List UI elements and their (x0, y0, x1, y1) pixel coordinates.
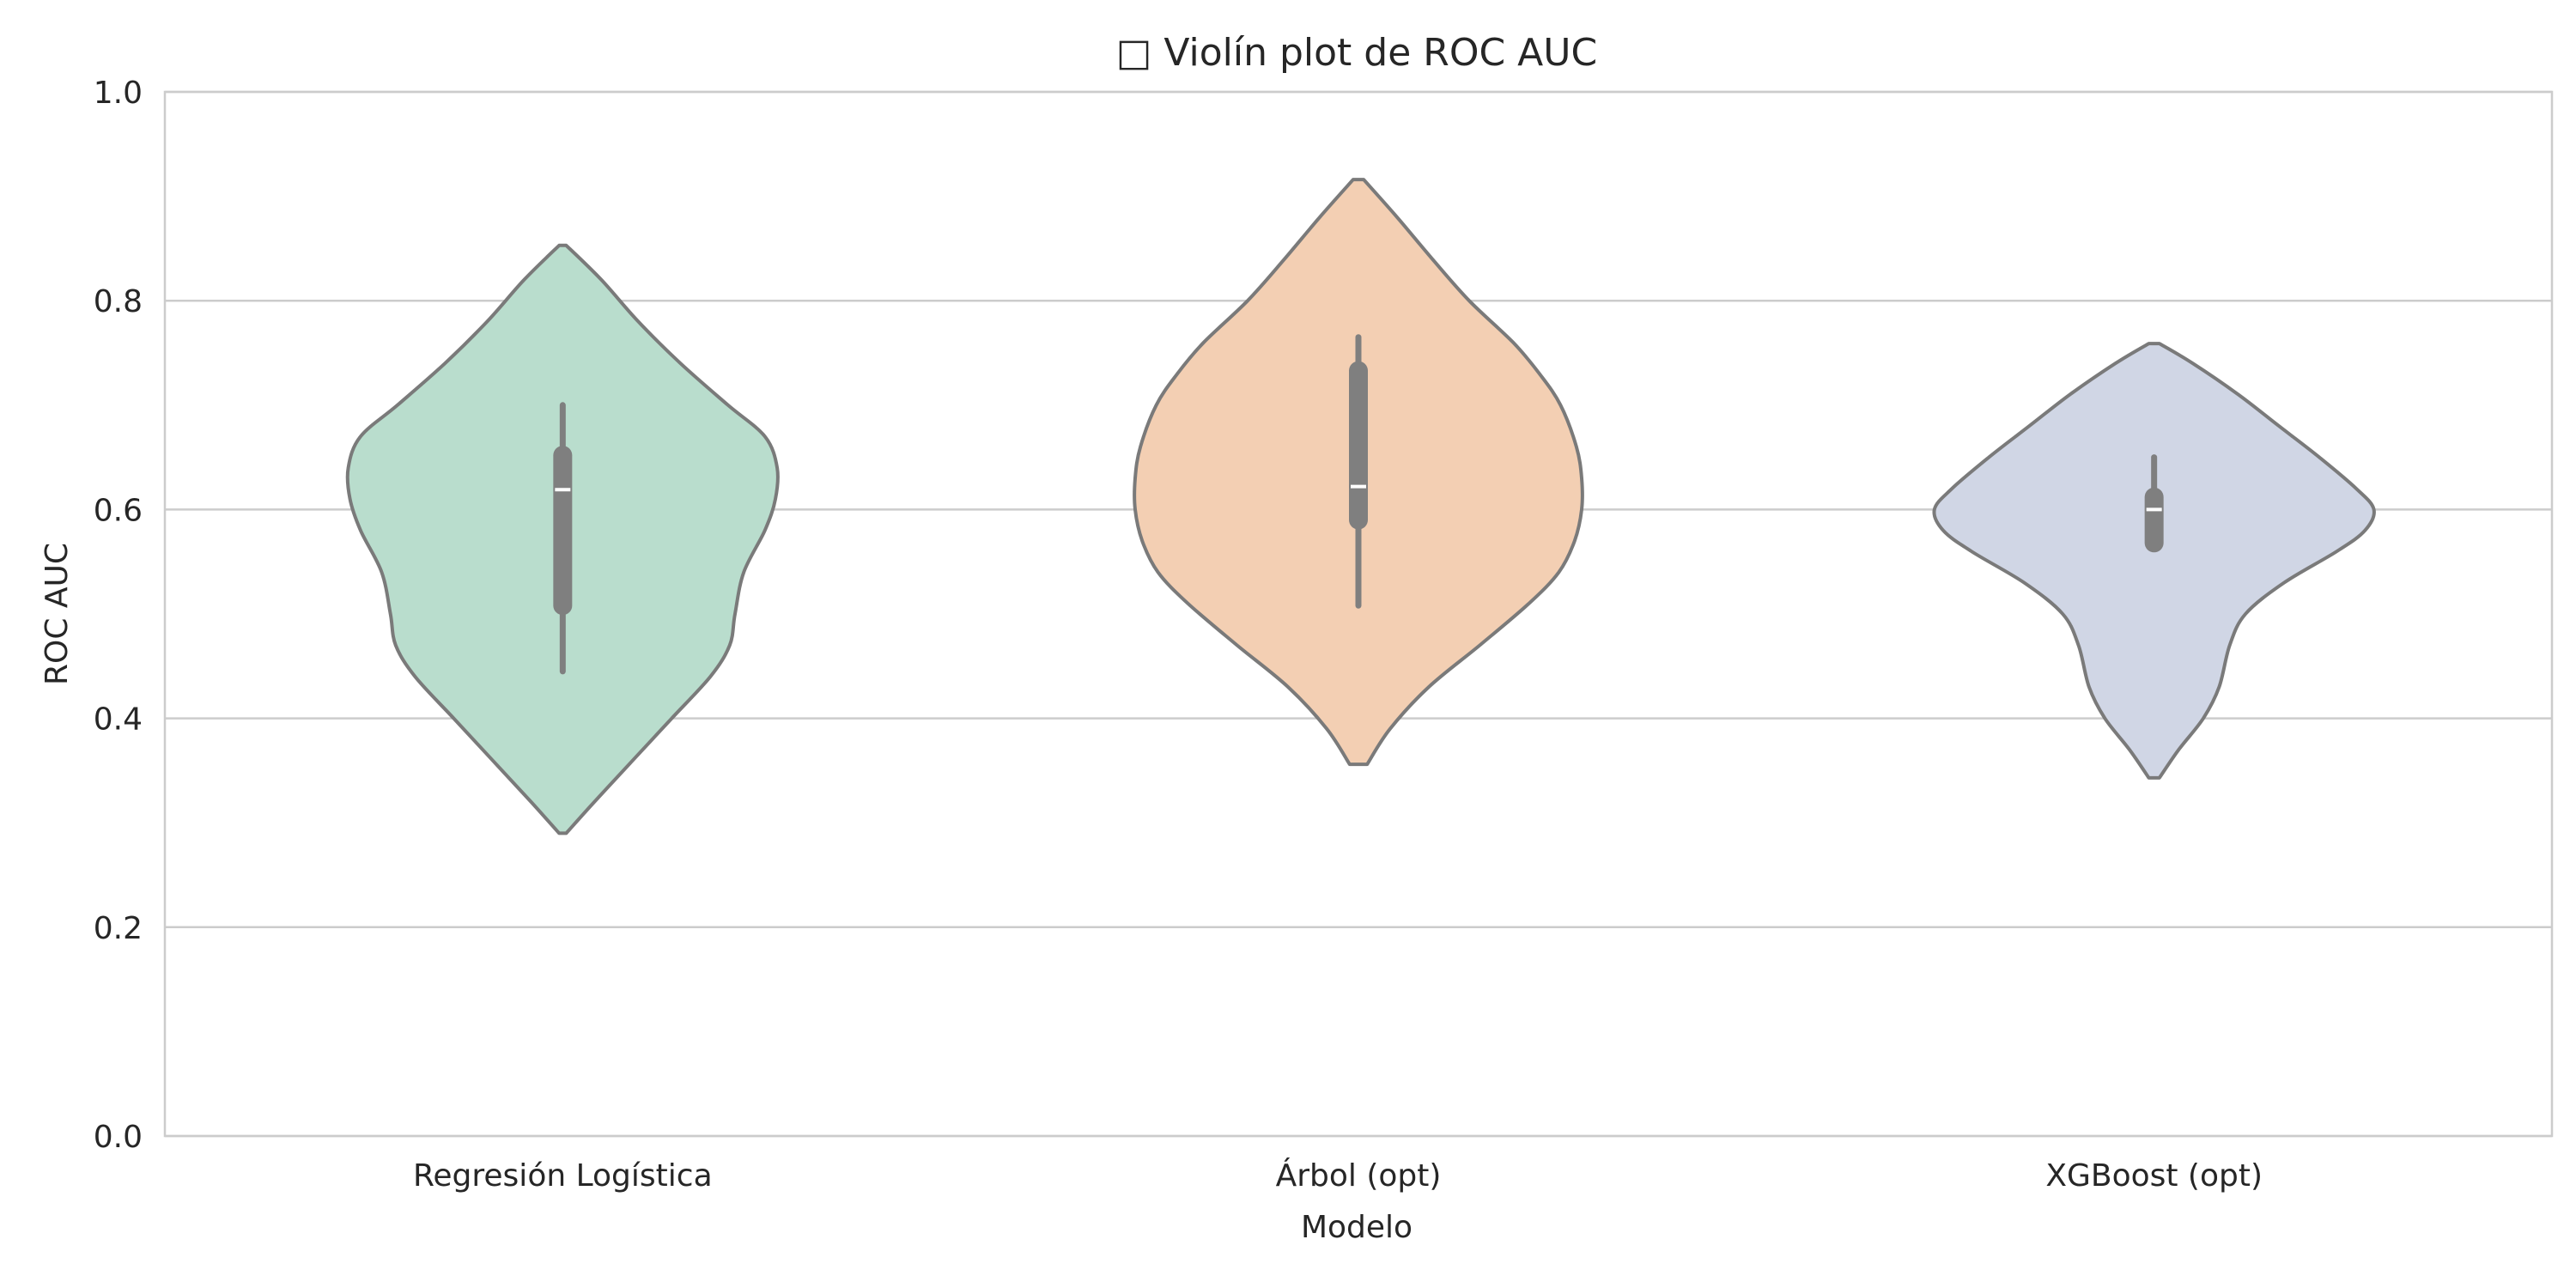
y-tick-label: 0.8 (94, 284, 143, 319)
y-axis-label: ROC AUC (39, 543, 75, 685)
x-tick-label: XGBoost (opt) (2045, 1158, 2263, 1194)
y-tick-label: 1.0 (94, 76, 143, 111)
violin-layer (345, 178, 2376, 835)
violin-group (1133, 178, 1584, 767)
x-tick-label: Árbol (opt) (1276, 1157, 1442, 1194)
x-tick-label: Regresión Logística (413, 1158, 713, 1194)
y-tick-label: 0.6 (94, 493, 143, 528)
x-axis-label: Modelo (1301, 1210, 1413, 1245)
y-tick-label: 0.4 (94, 702, 143, 738)
chart-title: □ Violín plot de ROC AUC (1116, 31, 1597, 75)
tick-layer: 0.0 0.2 0.4 0.6 0.8 1.0 Regresión Logística Árb… (94, 76, 2263, 1194)
plot-frame (163, 90, 2554, 1138)
violin-body (1932, 342, 2376, 780)
y-tick-label: 0.0 (94, 1120, 143, 1155)
y-tick-label: 0.2 (94, 911, 143, 946)
violin-group (1932, 342, 2376, 780)
violin-group (345, 243, 780, 835)
